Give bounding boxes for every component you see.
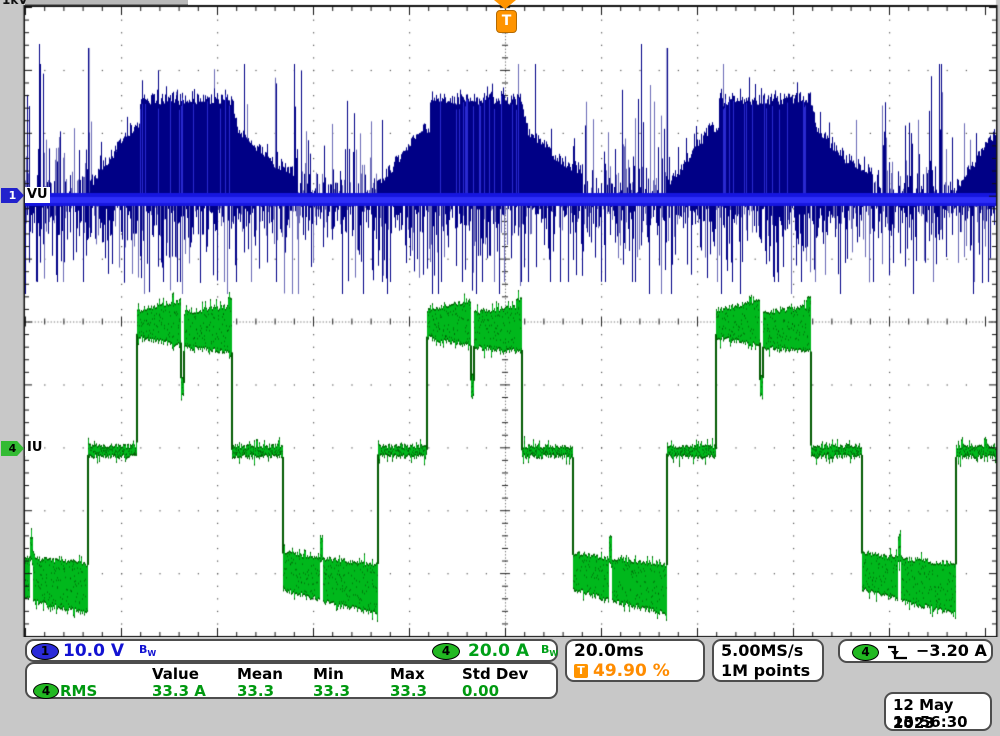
acquisition-box: 5.00MS/s 1M points — [712, 639, 824, 682]
bw-sub-letter: W — [147, 649, 157, 659]
channel1-scale-readout: 10.0 V — [63, 641, 125, 661]
status-bar: 1 10.0 V BW 4 20.0 A BW Value Mean Min M… — [0, 637, 1000, 736]
channel1-badge: 1 — [31, 643, 59, 660]
clipped-scale-text: 1kV — [2, 0, 28, 7]
meas-header-max: Max — [390, 665, 425, 683]
channel4-scale-readout: 20.0 A — [468, 641, 530, 661]
record-length-readout: 1M points — [721, 661, 811, 680]
meas-name: RMS — [60, 682, 98, 700]
bw-sub-letter: W — [549, 649, 559, 659]
channel1-signal-label: VU — [25, 187, 50, 203]
trigger-source-badge: 4 — [852, 644, 879, 661]
measurement-table: Value Mean Min Max Std Dev 4 RMS 33.3 A … — [25, 662, 558, 700]
meas-header-min: Min — [313, 665, 344, 683]
trigger-position-readout: 49.90 % — [593, 661, 670, 681]
timebase-box: 20.0ms T 49.90 % — [565, 639, 705, 682]
channel4-signal-label: IU — [25, 440, 45, 456]
datetime-box: 12 May 2023 13:56:30 — [884, 692, 992, 732]
trigger-t-icon: T — [574, 664, 588, 678]
trigger-box: 4 −3.20 A — [838, 639, 993, 663]
bw-letter: B — [541, 643, 550, 656]
falling-edge-icon — [888, 645, 907, 660]
meas-source-badge: 4 — [33, 683, 59, 699]
trigger-position-arrow-icon — [494, 0, 516, 9]
meas-mean: 33.3 — [237, 682, 275, 700]
channel4-bandwidth-icon: BW — [541, 643, 558, 658]
meas-header-stddev: Std Dev — [462, 665, 529, 683]
meas-min: 33.3 — [313, 682, 351, 700]
meas-max: 33.3 — [390, 682, 428, 700]
bw-letter: B — [139, 643, 148, 656]
channel4-badge: 4 — [432, 643, 460, 660]
trigger-level-readout: −3.20 A — [916, 641, 987, 660]
top-edge-remnant — [25, 0, 188, 5]
meas-stddev: 0.00 — [462, 682, 500, 700]
meas-header-mean: Mean — [237, 665, 283, 683]
meas-header-value: Value — [152, 665, 199, 683]
time-readout: 13:56:30 — [893, 713, 968, 731]
timebase-scale-readout: 20.0ms — [574, 641, 644, 661]
channel-readouts-box: 1 10.0 V BW 4 20.0 A BW — [25, 639, 558, 662]
channel4-marker-icon: 4 — [1, 441, 24, 456]
date-readout: 12 May 2023 — [893, 696, 954, 732]
trigger-flag-icon: T — [496, 10, 517, 33]
channel1-bandwidth-icon: BW — [139, 643, 156, 658]
sample-rate-readout: 5.00MS/s — [721, 641, 804, 660]
meas-value: 33.3 A — [152, 682, 206, 700]
channel1-marker-icon: 1 — [1, 188, 24, 203]
